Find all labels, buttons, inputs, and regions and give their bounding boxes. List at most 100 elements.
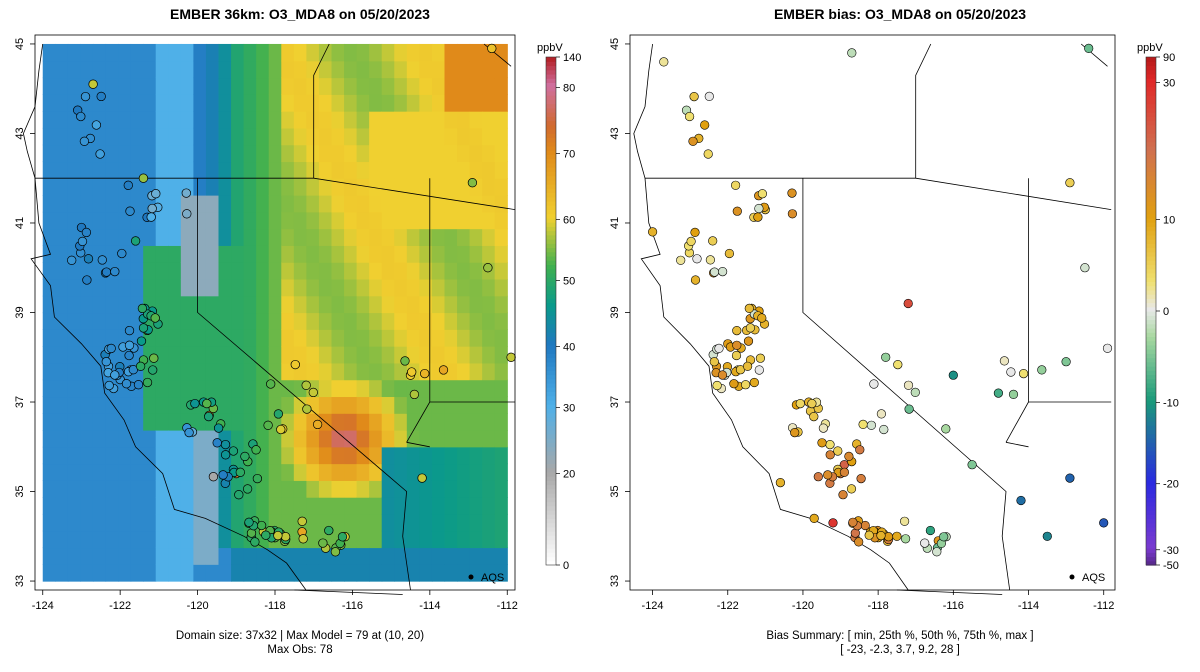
grid-cell <box>105 480 119 498</box>
obs-site <box>330 547 341 557</box>
grid-cell <box>118 43 132 62</box>
colorbar-segment <box>1146 484 1156 490</box>
grid-cell <box>155 262 169 280</box>
grid-cell <box>130 513 144 532</box>
grid-cell <box>331 228 345 246</box>
bias-site <box>920 538 930 548</box>
colorbar-segment <box>546 526 556 532</box>
grid-cell <box>130 178 144 196</box>
grid-cell <box>180 564 194 582</box>
obs-site <box>251 445 261 455</box>
grid-cell <box>42 161 56 179</box>
grid-cell <box>356 530 370 549</box>
grid-cell <box>218 77 232 95</box>
grid-cell <box>105 195 119 213</box>
grid-cell <box>457 278 471 297</box>
grid-cell <box>55 144 69 163</box>
grid-cell <box>268 295 282 314</box>
colorbar-segment <box>1146 302 1156 308</box>
grid-cell <box>55 463 69 481</box>
grid-cell <box>67 413 81 431</box>
y-tick-label: 45 <box>609 38 621 50</box>
grid-cell <box>494 312 508 330</box>
colorbar-segment <box>1146 556 1156 562</box>
grid-cell <box>406 60 420 79</box>
grid-cell <box>457 144 471 163</box>
grid-cell <box>431 446 446 465</box>
obs-site <box>467 178 478 188</box>
grid-cell <box>55 362 69 381</box>
grid-cell <box>318 43 333 62</box>
grid-cell <box>306 245 320 263</box>
colorbar-segment <box>546 150 556 155</box>
grid-cell <box>356 195 370 213</box>
colorbar-segment <box>546 268 556 274</box>
grid-cell <box>168 111 182 129</box>
grid-cell <box>444 446 458 465</box>
colorbar-segment <box>546 69 556 75</box>
colorbar-segment <box>1146 391 1156 397</box>
coastline <box>633 43 909 591</box>
bias-site <box>744 303 754 314</box>
grid-cell <box>105 77 119 95</box>
grid-cell <box>268 497 282 515</box>
grid-cell <box>155 111 169 129</box>
colorbar-segment <box>546 416 556 422</box>
grid-cell <box>344 278 358 297</box>
grid-cell <box>369 211 383 230</box>
grid-cell <box>331 245 345 263</box>
grid-cell <box>143 94 157 112</box>
grid-cell <box>431 480 446 498</box>
grid-cell <box>482 178 496 196</box>
obs-site <box>273 530 283 541</box>
grid-cell <box>482 480 496 498</box>
obs-site <box>308 387 318 398</box>
grid-cell <box>268 463 282 481</box>
grid-cell <box>457 564 471 582</box>
grid-cell <box>130 43 144 62</box>
grid-cell <box>55 228 69 246</box>
grid-cell <box>256 295 270 314</box>
grid-cell <box>67 463 81 481</box>
colorbar-segment <box>546 429 556 435</box>
bias-site <box>807 399 817 409</box>
grid-cell <box>331 278 345 297</box>
grid-cell <box>205 161 220 179</box>
grid-cell <box>155 346 169 364</box>
bias-sites <box>647 43 1113 557</box>
grid-cell <box>306 295 320 314</box>
grid-cell <box>55 43 69 62</box>
grid-cell <box>168 211 182 230</box>
grid-cell <box>444 480 458 498</box>
grid-cell <box>419 211 433 230</box>
bias-site <box>892 531 902 541</box>
grid-cell <box>331 564 345 582</box>
grid-cell <box>444 262 458 280</box>
y-tick-label: 41 <box>609 217 621 229</box>
grid-cell <box>381 379 395 398</box>
grid-cell <box>180 513 194 532</box>
grid-cell <box>42 94 56 112</box>
grid-cell <box>67 396 81 414</box>
grid-cell <box>218 530 232 549</box>
x-tick-label: -118 <box>868 600 889 612</box>
colorbar-segment <box>546 327 556 333</box>
grid-cell <box>130 195 144 213</box>
grid-cell <box>444 60 458 79</box>
grid-cell <box>494 362 508 381</box>
grid-cell <box>80 262 94 280</box>
grid-cell <box>356 429 370 448</box>
grid-cell <box>318 77 333 95</box>
grid-cell <box>155 413 169 431</box>
bias-site <box>689 91 699 102</box>
grid-cell <box>482 144 496 163</box>
grid-cell <box>42 211 56 230</box>
bias-site <box>838 490 848 500</box>
grid-cell <box>431 262 446 280</box>
colorbar-segment <box>1146 560 1156 566</box>
grid-cell <box>356 228 370 246</box>
grid-cell <box>143 245 157 263</box>
grid-cell <box>444 77 458 95</box>
colorbar-segment <box>546 518 556 524</box>
grid-cell <box>42 346 56 364</box>
